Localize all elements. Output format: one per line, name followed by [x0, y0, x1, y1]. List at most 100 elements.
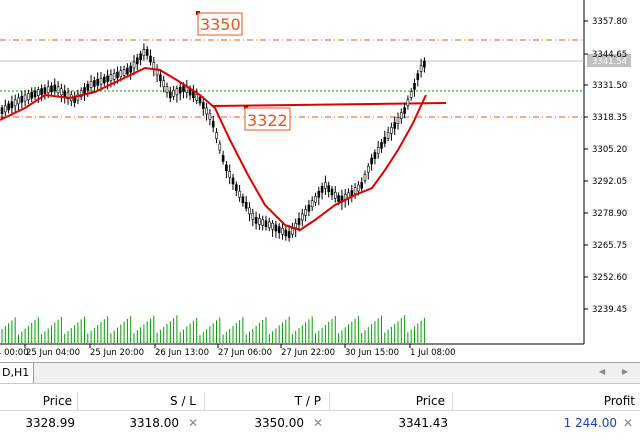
candle-body — [235, 184, 238, 191]
candle-body — [225, 164, 228, 172]
clear-stop-loss-icon[interactable]: ✕ — [188, 416, 199, 430]
candle-body — [317, 191, 321, 198]
candle-body — [103, 76, 106, 84]
scroll-left-icon[interactable]: ◀ — [599, 367, 606, 376]
price-chart[interactable]: 3350 3322 3341.54 3357.80 3344.65 3331.5… — [0, 0, 640, 362]
candle-body — [403, 107, 406, 114]
header-open-price[interactable]: Price — [0, 392, 78, 411]
candle-body — [43, 87, 47, 94]
price-tick-label: 3278.90 — [592, 209, 627, 219]
entry-tag-text: 3322 — [247, 111, 288, 130]
candle-body — [258, 218, 261, 225]
candle-body — [261, 219, 265, 226]
candle-body — [53, 84, 57, 92]
candle-body — [324, 182, 327, 189]
candle-body — [211, 120, 215, 128]
candle-body — [271, 223, 274, 230]
candle-body — [297, 218, 301, 225]
candle-body — [165, 86, 169, 93]
candle-body — [231, 177, 235, 185]
candle-body — [267, 221, 271, 229]
tp-tag-box[interactable] — [197, 12, 243, 36]
candle-body — [390, 127, 393, 134]
volume-histogram — [1, 315, 425, 343]
candle-body — [50, 85, 53, 93]
candle-body — [300, 213, 304, 221]
candle-body — [287, 231, 291, 238]
tp-tag-text: 3350 — [200, 15, 241, 34]
candle-body — [215, 132, 218, 139]
candle-body — [291, 228, 294, 235]
trade-table-row[interactable]: 3328.99 3318.00 ✕ 3350.00 ✕ 3341.43 1 24… — [0, 414, 640, 434]
header-stop-loss[interactable]: S / L — [78, 392, 205, 411]
candle-body — [33, 90, 37, 98]
candle-body — [320, 186, 324, 193]
price-axis-labels: 3357.80 3344.65 3331.50 3318.35 3305.20 … — [584, 17, 627, 315]
price-tick-label: 3357.80 — [592, 17, 627, 27]
candle-body — [86, 83, 90, 91]
candle-body — [175, 88, 179, 96]
chart-tab-symbol[interactable]: D,H1 — [0, 363, 34, 383]
candle-body — [112, 73, 116, 80]
candle-body — [264, 220, 268, 227]
row-take-profit[interactable]: 3350.00 — [254, 416, 304, 430]
chart-area[interactable]: 3350 3322 3341.54 3357.80 3344.65 3331.5… — [0, 0, 640, 362]
candle-body — [337, 195, 340, 202]
candle-body — [198, 96, 202, 104]
candle-body — [274, 224, 278, 232]
candle-body — [416, 73, 420, 80]
candle-body — [36, 89, 40, 96]
candle-body — [106, 75, 109, 83]
candle-body — [142, 49, 146, 56]
candle-body — [406, 99, 410, 107]
candle-body — [192, 91, 195, 99]
time-tick-label: 1 Jul 08:00 — [410, 348, 456, 358]
candle-body — [330, 188, 334, 196]
candle-body — [152, 62, 156, 69]
candle-body — [145, 49, 149, 56]
entry-tag-box[interactable] — [244, 107, 291, 131]
candle-body — [126, 67, 129, 75]
clear-take-profit-icon[interactable]: ✕ — [313, 416, 324, 430]
candle-body — [314, 195, 317, 203]
header-take-profit[interactable]: T / P — [205, 392, 330, 411]
candle-body — [409, 91, 413, 98]
candle-body — [99, 77, 103, 85]
trade-table-header: Price S / L T / P Price Profit — [0, 392, 640, 411]
candle-body — [0, 107, 4, 115]
candle-body — [129, 65, 132, 73]
candle-body — [66, 92, 70, 100]
candle-body — [139, 53, 142, 61]
candle-body — [248, 207, 251, 215]
close-position-icon[interactable]: ✕ — [623, 416, 634, 430]
header-profit[interactable]: Profit — [603, 394, 635, 408]
candle-body — [413, 82, 416, 90]
candle-body — [159, 74, 162, 82]
scroll-right-icon[interactable]: ▶ — [622, 367, 629, 376]
candle-body — [202, 102, 205, 109]
candle-body — [172, 90, 175, 97]
candle-body — [396, 117, 400, 124]
entry-tag-anchor — [244, 105, 248, 109]
candle-body — [83, 87, 86, 94]
candle-body — [169, 91, 172, 99]
header-current-price[interactable]: Price — [330, 392, 453, 411]
time-axis-labels: 4 00:00 25 Jun 04:00 25 Jun 20:00 26 Jun… — [0, 344, 456, 358]
price-tick-label: 3331.50 — [592, 81, 627, 91]
candle-body — [30, 92, 34, 99]
price-tick-label: 3239.45 — [592, 305, 627, 315]
price-tick-label: 3292.05 — [592, 177, 627, 187]
candle-body — [327, 185, 331, 192]
candle-body — [116, 71, 119, 79]
candle-body — [178, 86, 182, 94]
candle-body — [89, 81, 93, 88]
row-stop-loss[interactable]: 3318.00 — [129, 416, 179, 430]
candle-body — [366, 165, 370, 173]
candle-body — [149, 55, 152, 63]
candle-body — [96, 79, 99, 86]
price-tick-label: 3305.20 — [592, 145, 627, 155]
candle-body — [383, 137, 387, 144]
candle-body — [380, 142, 383, 149]
candle-body — [244, 202, 248, 209]
candle-body — [182, 85, 185, 92]
